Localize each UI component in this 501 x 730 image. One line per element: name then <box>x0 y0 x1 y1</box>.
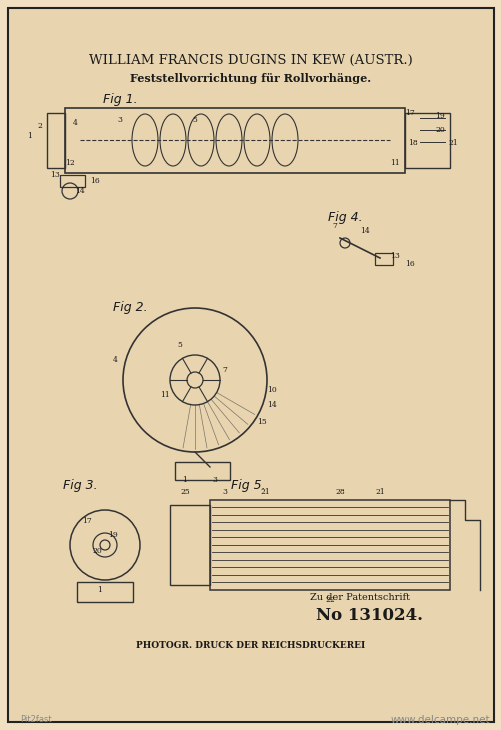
Text: 10: 10 <box>267 386 277 394</box>
Text: 4: 4 <box>112 356 117 364</box>
Text: 21: 21 <box>374 488 384 496</box>
Text: www.delcampe.net: www.delcampe.net <box>390 715 489 725</box>
Text: 4: 4 <box>73 119 77 127</box>
Text: 21: 21 <box>447 139 457 147</box>
Text: 17: 17 <box>404 109 414 117</box>
Text: Pit2fast: Pit2fast <box>20 715 52 724</box>
Text: 21: 21 <box>260 488 270 496</box>
Text: 14: 14 <box>267 401 277 409</box>
Text: 3: 3 <box>117 116 122 124</box>
Text: 1: 1 <box>182 476 187 484</box>
Text: 1: 1 <box>28 132 33 140</box>
Text: 20: 20 <box>434 126 444 134</box>
Text: 1: 1 <box>97 586 102 594</box>
Text: 17: 17 <box>82 517 92 525</box>
Text: 15: 15 <box>257 418 267 426</box>
Text: 12: 12 <box>65 159 75 167</box>
Text: Fig 3.: Fig 3. <box>63 478 97 491</box>
Text: 7: 7 <box>222 366 227 374</box>
Text: 3: 3 <box>212 476 217 484</box>
Bar <box>170 505 209 585</box>
Text: 7: 7 <box>332 222 337 230</box>
Text: 25: 25 <box>180 488 189 496</box>
Text: 16: 16 <box>90 177 100 185</box>
Text: 11: 11 <box>160 391 169 399</box>
Text: 28: 28 <box>335 488 344 496</box>
Text: 16: 16 <box>404 260 414 268</box>
Text: 11: 11 <box>389 159 399 167</box>
Text: WILLIAM FRANCIS DUGINS IN KEW (AUSTR.): WILLIAM FRANCIS DUGINS IN KEW (AUSTR.) <box>89 53 412 66</box>
Text: 19: 19 <box>108 531 118 539</box>
Text: Feststellvorrichtung für Rollvorhänge.: Feststellvorrichtung für Rollvorhänge. <box>130 72 371 83</box>
Text: 13: 13 <box>50 171 60 179</box>
Bar <box>60 175 85 187</box>
Text: 14: 14 <box>359 227 369 235</box>
Text: 2: 2 <box>38 122 43 130</box>
Text: 13: 13 <box>389 252 399 260</box>
Text: 3: 3 <box>222 488 227 496</box>
Bar <box>374 253 392 265</box>
Bar <box>404 113 449 168</box>
Text: 20: 20 <box>92 547 102 555</box>
Bar <box>209 500 449 590</box>
Text: No 131024.: No 131024. <box>316 607 423 624</box>
Bar <box>175 462 229 480</box>
Text: Zu der Patentschrift: Zu der Patentschrift <box>310 593 409 602</box>
Text: 19: 19 <box>434 112 444 120</box>
Bar <box>47 113 65 168</box>
Text: PHOTOGR. DRUCK DER REICHSDRUCKEREI: PHOTOGR. DRUCK DER REICHSDRUCKEREI <box>136 640 365 650</box>
Text: Fig 1.: Fig 1. <box>103 93 137 107</box>
Text: 5: 5 <box>177 341 182 349</box>
Text: Fig 2.: Fig 2. <box>112 301 147 315</box>
Text: Fig 5.: Fig 5. <box>230 478 265 491</box>
Text: 18: 18 <box>407 139 417 147</box>
Text: 22: 22 <box>325 596 334 604</box>
Text: 5: 5 <box>192 116 197 124</box>
Bar <box>65 108 404 173</box>
Text: Fig 4.: Fig 4. <box>327 212 362 225</box>
Text: 14: 14 <box>75 187 85 195</box>
Bar <box>77 582 133 602</box>
